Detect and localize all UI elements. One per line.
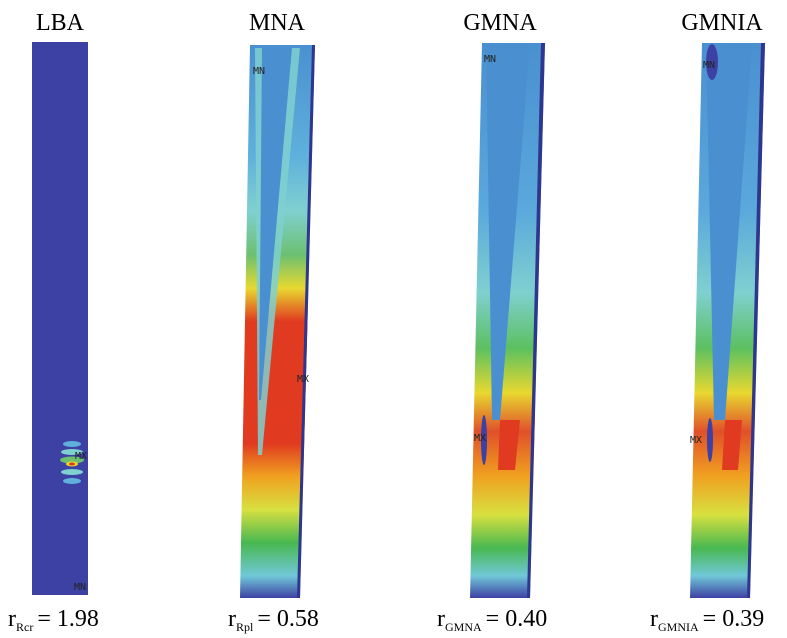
panel-title: GMNIA	[681, 10, 763, 36]
subscript: GMNA	[445, 620, 482, 634]
extreme-label: MX	[297, 374, 309, 385]
gmnia-min	[707, 418, 713, 462]
subscript: GMNIA	[658, 620, 699, 634]
gmnia-top-min	[706, 44, 718, 80]
gmna-edge	[527, 43, 545, 598]
extreme-label: MX	[474, 433, 486, 444]
equation: rRcr = 1.98	[8, 606, 99, 634]
extreme-label: MX	[75, 451, 87, 462]
symbol: r	[8, 606, 16, 632]
equation: rGMNIA = 0.39	[650, 606, 764, 634]
gmna-core	[486, 45, 530, 420]
equation: rRpl = 0.58	[228, 606, 319, 634]
gmnia-hot	[722, 420, 742, 470]
lba-column	[32, 42, 88, 595]
subscript: Rcr	[16, 620, 33, 634]
mna-edge	[297, 45, 315, 598]
symbol: r	[437, 606, 445, 632]
mna-core-inner	[259, 48, 292, 400]
symbol: r	[228, 606, 236, 632]
panel-title: MNA	[249, 10, 306, 36]
panel-title: LBA	[36, 10, 85, 36]
subscript: Rpl	[236, 620, 254, 634]
gmnia-edge	[747, 43, 765, 598]
value: = 0.58	[257, 606, 319, 632]
value: = 1.98	[37, 606, 99, 632]
extreme-label: MX	[690, 435, 702, 446]
symbol: r	[650, 606, 658, 632]
lba-buckle	[60, 441, 84, 484]
gmna-hot	[498, 420, 520, 470]
extreme-label: MN	[484, 54, 496, 65]
equation: rGMNA = 0.40	[437, 606, 547, 634]
gmna-min	[481, 415, 487, 465]
value: = 0.40	[486, 606, 548, 632]
extreme-label: MN	[703, 60, 715, 71]
value: = 0.39	[703, 606, 765, 632]
gmnia-core	[706, 45, 752, 420]
extreme-label: MN	[74, 582, 86, 593]
panel-title: GMNA	[463, 10, 537, 36]
extreme-label: MN	[253, 66, 265, 77]
